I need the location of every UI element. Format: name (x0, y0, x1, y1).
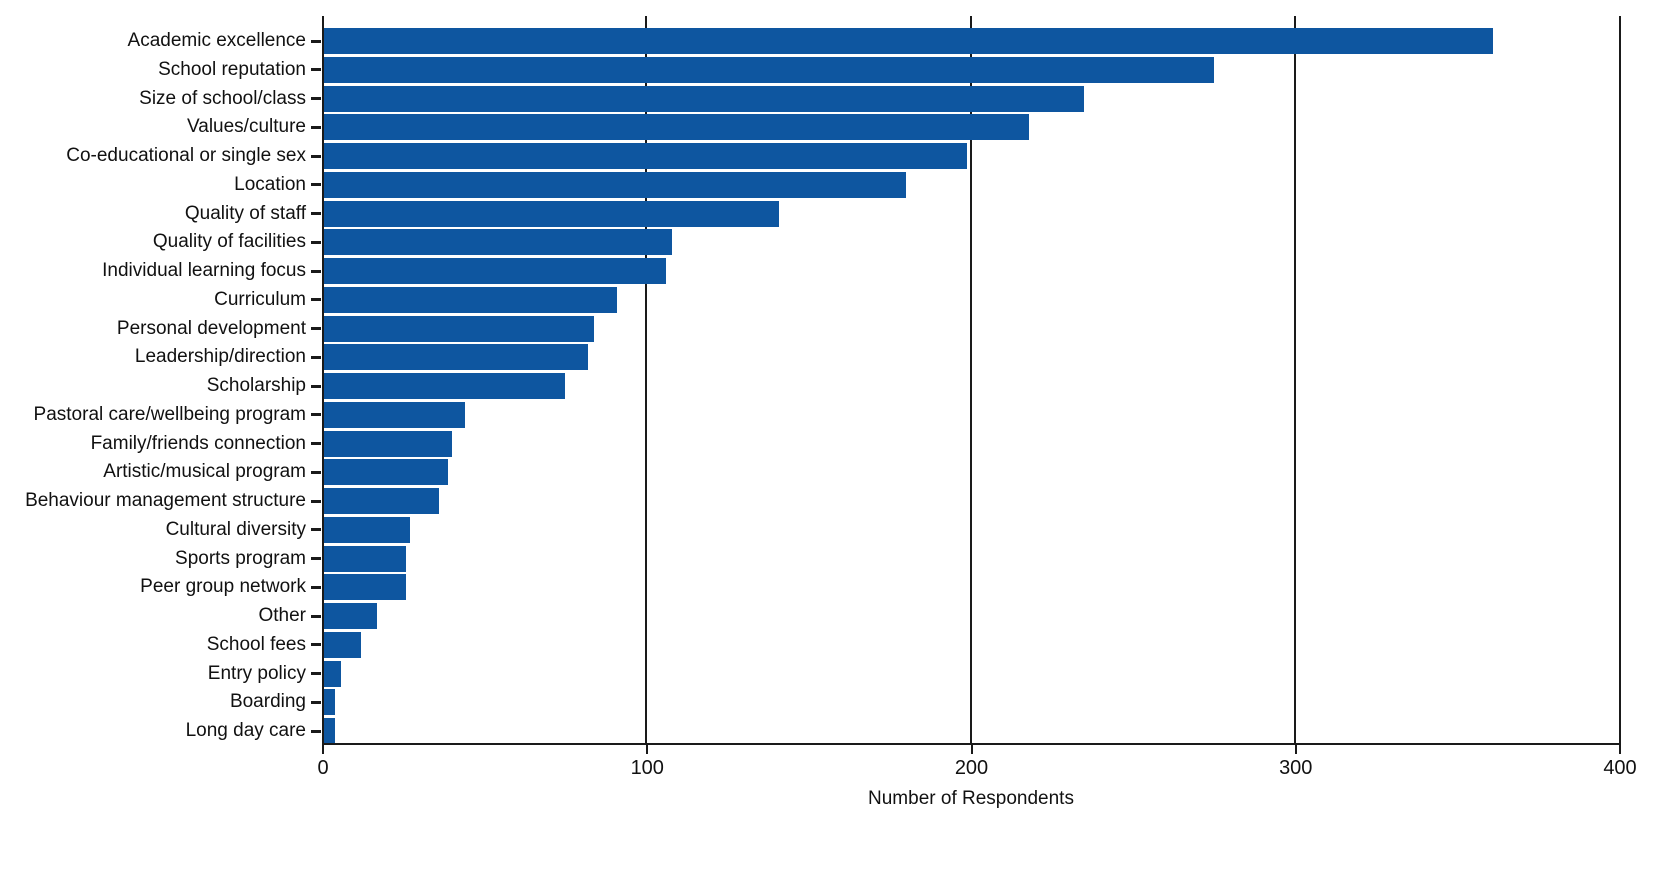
y-axis-label: Artistic/musical program (103, 461, 306, 483)
bar (322, 660, 341, 687)
y-tick (311, 355, 321, 359)
y-axis-label: Entry policy (207, 662, 306, 684)
y-tick (311, 729, 321, 733)
bar (322, 689, 335, 716)
y-axis-label: Behaviour management structure (25, 490, 306, 511)
y-tick (311, 499, 321, 503)
y-axis-label: Curriculum (214, 288, 306, 310)
y-axis-label: Quality of staff (184, 202, 306, 224)
y-tick (311, 154, 321, 158)
y-axis-label: Other (258, 605, 306, 626)
y-axis-label: School fees (206, 633, 306, 655)
y-axis-label: Cultural diversity (165, 518, 306, 540)
bar (322, 114, 1029, 141)
gridline-300 (1293, 16, 1296, 743)
x-tick (646, 745, 649, 754)
bar (322, 401, 465, 428)
bar (322, 315, 594, 342)
y-tick (311, 528, 321, 532)
bar (322, 28, 1493, 54)
y-tick (311, 97, 321, 100)
y-tick (311, 643, 321, 647)
gridline-100 (645, 16, 648, 743)
x-tick-label: 0 (317, 757, 329, 779)
bar (322, 718, 335, 744)
y-tick (311, 672, 321, 675)
y-axis-label: Quality of facilities (152, 231, 306, 253)
y-tick (311, 442, 321, 445)
bar (322, 545, 406, 572)
bar (322, 171, 906, 198)
y-tick (311, 384, 321, 388)
y-tick (311, 269, 321, 273)
bar (322, 459, 448, 486)
bar (322, 229, 672, 256)
bar (322, 373, 565, 399)
x-tick (1619, 745, 1621, 754)
bar (322, 56, 1214, 83)
x-tick (970, 745, 973, 754)
y-axis-label: Long day care (185, 720, 306, 741)
y-axis-label: School reputation (158, 58, 306, 80)
y-tick (311, 614, 321, 618)
x-tick-label: 100 (630, 757, 664, 779)
y-axis-label: Peer group network (140, 576, 306, 598)
y-tick (311, 183, 321, 187)
y-axis-label: Scholarship (206, 375, 306, 396)
bar (322, 574, 406, 601)
bar (322, 85, 1084, 112)
y-tick (311, 557, 321, 560)
bar (322, 344, 588, 371)
bottom-spine (322, 743, 1621, 745)
x-tick (1294, 745, 1297, 754)
y-tick (311, 212, 321, 215)
y-tick (311, 585, 321, 589)
bar (322, 286, 617, 313)
right-spine (1619, 16, 1621, 745)
y-tick (311, 125, 321, 129)
bar (322, 430, 452, 457)
bar (322, 488, 439, 514)
y-axis-label: Family/friends connection (90, 432, 306, 454)
bar (322, 603, 377, 629)
bar (322, 258, 666, 284)
bar (322, 143, 967, 169)
y-axis-label: Boarding (229, 691, 306, 713)
y-tick (311, 700, 321, 704)
y-tick (311, 68, 321, 72)
y-tick (311, 39, 321, 43)
y-tick (311, 240, 321, 244)
y-axis-label: Size of school/class (139, 87, 306, 109)
bar (322, 516, 410, 543)
y-axis-label: Co-educational or single sex (66, 145, 306, 166)
y-axis-label: Individual learning focus (102, 260, 306, 281)
bar (322, 200, 779, 227)
x-axis-title: Number of Respondents (868, 788, 1074, 809)
y-axis-label: Sports program (175, 547, 306, 569)
y-axis-label: Personal development (116, 317, 306, 339)
y-tick (311, 298, 321, 302)
y-axis-label: Location (234, 173, 306, 195)
x-tick (322, 745, 324, 754)
bar (322, 631, 361, 658)
y-tick (311, 327, 321, 330)
gridline-200 (969, 16, 972, 743)
y-tick (311, 413, 321, 417)
x-tick-label: 300 (1279, 757, 1313, 779)
x-tick-label: 400 (1603, 757, 1637, 779)
y-axis-label: Pastoral care/wellbeing program (33, 403, 306, 425)
y-axis-label: Academic excellence (127, 30, 306, 51)
left-spine (322, 16, 324, 745)
y-tick (311, 470, 321, 474)
x-tick-label: 200 (954, 757, 989, 779)
y-axis-label: Values/culture (187, 116, 306, 138)
y-axis-label: Leadership/direction (134, 346, 306, 368)
